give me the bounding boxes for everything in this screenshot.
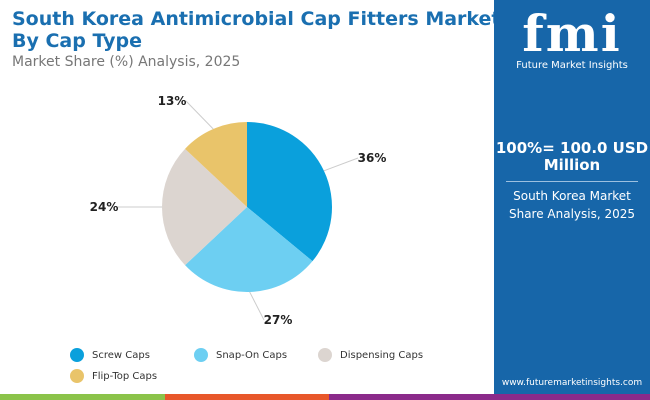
pie-slice-flip-top-caps	[185, 122, 247, 207]
legend-item-dispensing-caps: Dispensing Caps	[318, 348, 423, 362]
stripe-green	[0, 394, 165, 400]
legend-item-snap-on-caps: Snap-On Caps	[194, 348, 287, 362]
legend-label: Flip-Top Caps	[92, 370, 158, 382]
leader-line	[185, 100, 214, 130]
chart-subtitle: Market Share (%) Analysis, 2025	[12, 54, 241, 70]
fmi-logo: fmi Future Market Insights	[494, 4, 650, 72]
legend-swatch	[70, 369, 84, 383]
pie-slice-screw-caps	[247, 122, 332, 262]
sidebar: fmi Future Market Insights 100%= 100.0 U…	[494, 0, 650, 394]
data-label: 24%	[90, 200, 119, 214]
logo-name: Future Market Insights	[516, 60, 628, 71]
divider	[506, 181, 638, 182]
stripe-purple	[329, 394, 650, 400]
leader-line	[323, 157, 359, 172]
legend-swatch	[318, 348, 332, 362]
website-link[interactable]: www.futuremarketinsights.com	[501, 378, 643, 388]
legend-swatch	[70, 348, 84, 362]
sidebar-description: South Korea Market Share Analysis, 2025	[508, 189, 636, 221]
pie-slice-snap-on-caps	[185, 207, 313, 292]
legend-item-screw-caps: Screw Caps	[70, 348, 150, 362]
legend-swatch	[194, 348, 208, 362]
data-label: 13%	[158, 94, 187, 108]
total-value: 100%= 100.0 USD Million	[495, 139, 649, 174]
data-label: 36%	[358, 151, 387, 165]
stripe-orange	[165, 394, 329, 400]
legend-item-flip-top-caps: Flip-Top Caps	[70, 369, 157, 383]
leader-line	[249, 291, 265, 321]
pie-chart: 36% 27% 24% 13%	[90, 94, 387, 327]
legend-label: Screw Caps	[92, 349, 150, 361]
logo-mark: fmi	[522, 4, 622, 63]
chart-title: South Korea Antimicrobial Cap Fitters Ma…	[12, 8, 501, 52]
data-label: 27%	[264, 313, 293, 327]
pie-slice-dispensing-caps	[161, 148, 247, 266]
legend-label: Dispensing Caps	[340, 349, 424, 361]
legend-label: Snap-On Caps	[216, 349, 288, 361]
